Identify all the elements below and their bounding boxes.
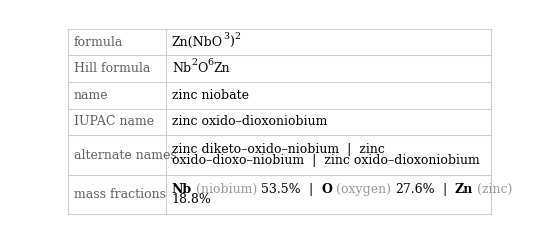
Text: name: name: [74, 89, 108, 102]
Text: |: |: [435, 183, 455, 196]
Text: O: O: [197, 62, 207, 75]
Text: 18.8%: 18.8%: [172, 193, 212, 206]
Text: formula: formula: [74, 36, 123, 48]
Text: mass fractions: mass fractions: [74, 188, 166, 201]
Text: Zn: Zn: [455, 183, 473, 196]
Text: 6: 6: [207, 58, 213, 67]
Text: (oxygen): (oxygen): [332, 183, 395, 196]
Text: IUPAC name: IUPAC name: [74, 115, 154, 128]
Text: 53.5%: 53.5%: [262, 183, 301, 196]
Text: ): ): [229, 36, 234, 48]
Text: alternate names: alternate names: [74, 149, 176, 162]
Text: zinc diketo–oxido–niobium  |  zinc: zinc diketo–oxido–niobium | zinc: [172, 143, 385, 156]
Text: Nb: Nb: [172, 183, 192, 196]
Text: zinc oxido–dioxoniobium: zinc oxido–dioxoniobium: [172, 115, 327, 128]
Text: O: O: [321, 183, 332, 196]
Text: (niobium): (niobium): [192, 183, 262, 196]
Text: Hill formula: Hill formula: [74, 62, 150, 75]
Text: Zn(NbO: Zn(NbO: [172, 36, 223, 48]
Text: oxido–dioxo–niobium  |  zinc oxido–dioxoniobium: oxido–dioxo–niobium | zinc oxido–dioxoni…: [172, 154, 480, 167]
Text: 3: 3: [223, 32, 229, 41]
Text: Zn: Zn: [213, 62, 230, 75]
Text: |: |: [301, 183, 321, 196]
Text: 2: 2: [234, 32, 240, 41]
Text: 27.6%: 27.6%: [395, 183, 435, 196]
Text: zinc niobate: zinc niobate: [172, 89, 249, 102]
Text: (zinc): (zinc): [473, 183, 513, 196]
Text: Nb: Nb: [172, 62, 191, 75]
Text: 2: 2: [191, 58, 197, 67]
